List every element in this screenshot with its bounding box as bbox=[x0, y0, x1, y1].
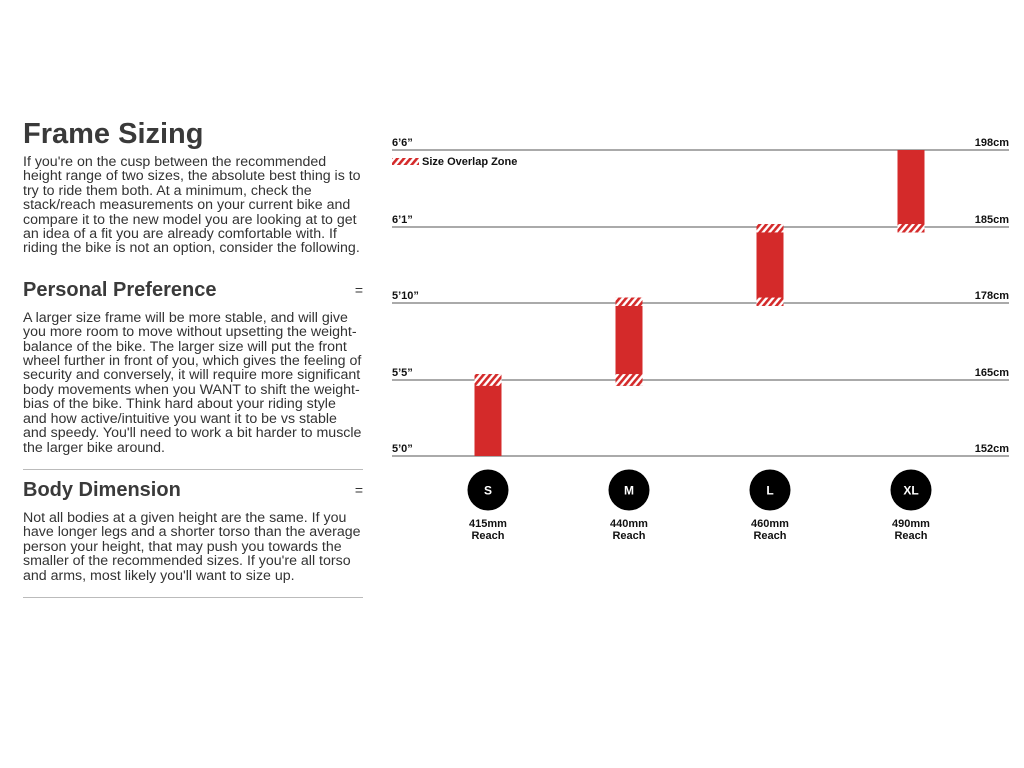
y-tick-imperial: 5’5” bbox=[392, 367, 413, 379]
reach-value: 440mm bbox=[610, 518, 648, 530]
overlap-zone bbox=[615, 297, 643, 306]
y-tick-metric: 178cm bbox=[975, 290, 1009, 302]
overlap-zone bbox=[897, 224, 925, 233]
y-tick-imperial: 6’6” bbox=[392, 137, 413, 149]
section-personal-preference: Personal Preference = A larger size fram… bbox=[23, 278, 363, 455]
overlap-zone bbox=[474, 374, 502, 386]
reach-value: 460mm bbox=[751, 518, 789, 530]
size-label: S bbox=[484, 484, 492, 498]
size-badge-s bbox=[467, 469, 509, 511]
reach-label: Reach bbox=[894, 530, 927, 542]
expand-toggle-icon[interactable]: = bbox=[354, 481, 363, 498]
y-tick-imperial: 5’0” bbox=[392, 443, 413, 455]
divider bbox=[23, 468, 363, 470]
page-title: Frame Sizing bbox=[23, 118, 204, 150]
reach-value: 415mm bbox=[469, 518, 507, 530]
y-tick-imperial: 6’1” bbox=[392, 214, 413, 226]
size-range-bar-xl bbox=[897, 150, 925, 233]
y-tick-metric: 198cm bbox=[975, 137, 1009, 149]
section-body-dimension: Body Dimension = Not all bodies at a giv… bbox=[23, 478, 363, 583]
size-range-bar-m bbox=[615, 297, 643, 386]
reach-label: Reach bbox=[471, 530, 504, 542]
section-body: A larger size frame will be more stable,… bbox=[23, 309, 362, 456]
overlap-zone bbox=[615, 374, 643, 386]
size-badge-l bbox=[749, 469, 791, 511]
section-title[interactable]: Personal Preference bbox=[23, 278, 217, 301]
y-tick-metric: 185cm bbox=[975, 214, 1009, 226]
divider bbox=[23, 596, 363, 598]
expand-toggle-icon[interactable]: = bbox=[354, 281, 363, 298]
overlap-zone bbox=[756, 297, 784, 306]
overlap-swatch bbox=[392, 158, 419, 165]
size-range-bar-s bbox=[474, 374, 502, 456]
reach-value: 490mm bbox=[892, 518, 930, 530]
size-label: L bbox=[766, 484, 773, 498]
frame-sizing-panel: Frame Sizing If you're on the cusp betwe… bbox=[23, 116, 363, 598]
section-body: Not all bodies at a given height are the… bbox=[23, 509, 361, 584]
y-tick-metric: 165cm bbox=[975, 367, 1009, 379]
size-label: XL bbox=[903, 484, 918, 498]
legend: Size Overlap Zone bbox=[392, 156, 517, 168]
reach-label: Reach bbox=[753, 530, 786, 542]
size-range-bar-l bbox=[756, 224, 784, 306]
legend-label: Size Overlap Zone bbox=[422, 156, 517, 168]
y-tick-metric: 152cm bbox=[975, 443, 1009, 455]
size-badge-xl bbox=[890, 469, 932, 511]
y-tick-imperial: 5’10” bbox=[392, 290, 419, 302]
size-label: M bbox=[624, 484, 634, 498]
section-title[interactable]: Body Dimension bbox=[23, 478, 181, 501]
size-badge-m bbox=[608, 469, 650, 511]
reach-label: Reach bbox=[612, 530, 645, 542]
intro-text: If you're on the cusp between the recomm… bbox=[23, 154, 361, 257]
overlap-zone bbox=[756, 224, 784, 233]
